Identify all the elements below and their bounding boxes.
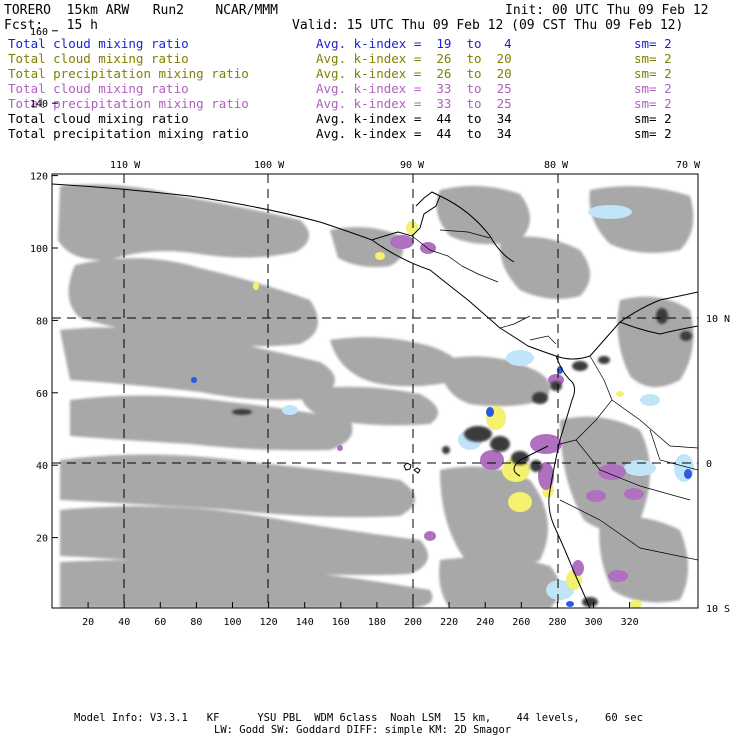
x-tick-label: 100 <box>223 617 241 628</box>
legend-label: Total precipitation mixing ratio <box>8 96 249 111</box>
x-tick-label: 300 <box>584 617 602 628</box>
x-tick-label: 60 <box>154 617 166 628</box>
model-info: Model Info: V3.3.1 KF YSU PBL WDM 6class… <box>74 712 643 724</box>
x-tick-label: 140 <box>296 617 314 628</box>
legend-label: Total precipitation mixing ratio <box>8 126 249 141</box>
legend-kindex: Avg. k-index = 33 to 25 <box>316 81 512 96</box>
lat-label: 10 N <box>706 314 730 325</box>
legend-label: Total cloud mixing ratio <box>8 51 189 66</box>
legend-label: Total cloud mixing ratio <box>8 81 189 96</box>
convective-cores <box>232 308 692 607</box>
lon-label: 80 W <box>544 160 569 171</box>
model-title: TORERO 15km ARW Run2 NCAR/MMM <box>4 3 278 18</box>
legend-kindex: Avg. k-index = 44 to 34 <box>316 111 512 126</box>
legend-label: Total cloud mixing ratio <box>8 36 189 51</box>
x-tick-label: 20 <box>82 617 94 628</box>
y-tick-label: 80 <box>36 316 48 327</box>
x-tick-label: 240 <box>476 617 494 628</box>
lon-label: 100 W <box>254 160 285 171</box>
x-tick-label: 120 <box>260 617 278 628</box>
legend-sm: sm= 2 <box>634 36 672 51</box>
x-tick-label: 280 <box>548 617 566 628</box>
legend-sm: sm= 2 <box>634 111 672 126</box>
y-tick-label: 120 <box>30 172 48 183</box>
x-tick-label: 220 <box>440 617 458 628</box>
graticule <box>52 174 698 608</box>
x-tick-label: 40 <box>118 617 130 628</box>
country-borders <box>411 229 698 561</box>
y-tick-label: 100 <box>30 244 48 255</box>
x-tick-label: 180 <box>368 617 386 628</box>
lon-labels: 110 W 100 W 90 W 80 W 70 W <box>110 160 701 171</box>
legend-sm: sm= 2 <box>634 66 672 81</box>
legend-label: Total cloud mixing ratio <box>8 111 189 126</box>
y-tick-label: 20 <box>36 534 48 545</box>
axis-ticks <box>52 30 631 608</box>
legend-sm: sm= 2 <box>634 51 672 66</box>
legend-kindex: Avg. k-index = 26 to 20 <box>316 66 512 81</box>
cloud-field <box>58 184 694 608</box>
x-tick-label: 320 <box>621 617 639 628</box>
legend-label: Total precipitation mixing ratio <box>8 66 249 81</box>
lon-label: 110 W <box>110 160 141 171</box>
y-tick-label: 40 <box>36 461 48 472</box>
lon-label: 90 W <box>400 160 425 171</box>
x-tick-label: 200 <box>404 617 422 628</box>
lat-label: 10 S <box>706 604 730 615</box>
axis-tick-labels: 220 200 180 160 140 120 100 80 60 40 20 20 40 60 80 100… <box>30 27 639 628</box>
forecast-hour: Fcst: 15 h <box>4 18 98 33</box>
legend-kindex: Avg. k-index = 44 to 34 <box>316 126 512 141</box>
legend-kindex: Avg. k-index = 19 to 4 <box>316 36 512 51</box>
init-time: Init: 00 UTC Thu 09 Feb 12 <box>505 3 709 18</box>
y-tick-label: 140 <box>30 99 48 110</box>
valid-time: Valid: 15 UTC Thu 09 Feb 12 (09 CST Thu … <box>292 18 684 33</box>
x-tick-label: 80 <box>190 617 202 628</box>
plot-frame <box>51 173 699 609</box>
legend-kindex: Avg. k-index = 33 to 25 <box>316 96 512 111</box>
y-tick-label: 60 <box>36 389 48 400</box>
legend-sm: sm= 2 <box>634 126 672 141</box>
y-tick-label: 160 <box>30 27 48 38</box>
legend-kindex: Avg. k-index = 26 to 20 <box>316 51 512 66</box>
x-tick-label: 160 <box>332 617 350 628</box>
legend-sm: sm= 2 <box>634 96 672 111</box>
lat-labels: 10 N 0 10 S <box>706 314 730 615</box>
x-tick-label: 260 <box>512 617 530 628</box>
lon-label: 70 W <box>676 160 701 171</box>
legend-sm: sm= 2 <box>634 81 672 96</box>
coastlines <box>52 183 698 608</box>
model-physics: LW: Godd SW: Goddard DIFF: simple KM: 2D… <box>214 724 512 736</box>
lat-label: 0 <box>706 459 712 470</box>
